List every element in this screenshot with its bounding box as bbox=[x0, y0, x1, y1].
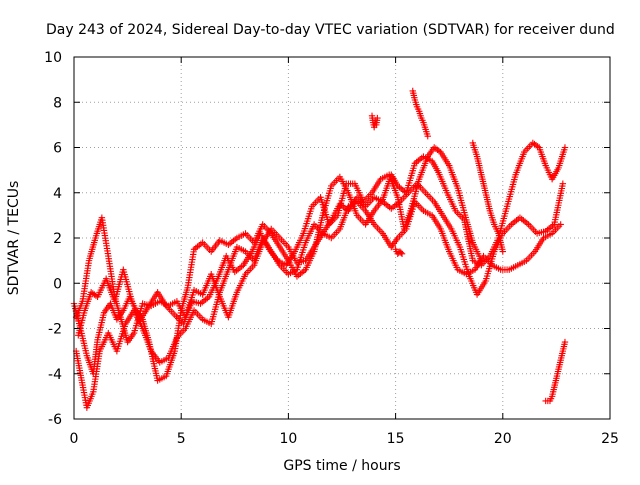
x-tick-label: 15 bbox=[387, 431, 405, 447]
data-points bbox=[70, 87, 569, 411]
chart-title: Day 243 of 2024, Sidereal Day-to-day VTE… bbox=[46, 22, 615, 38]
data-point-ramp-19h bbox=[499, 248, 506, 255]
y-tick-label: 6 bbox=[53, 141, 62, 157]
y-axis-label: SDTVAR / TECUs bbox=[6, 181, 22, 296]
x-tick-label: 25 bbox=[601, 431, 619, 447]
y-tick-label: -4 bbox=[48, 367, 62, 383]
x-tick-label: 0 bbox=[70, 431, 79, 447]
y-tick-label: 0 bbox=[53, 276, 62, 292]
data-point-track-b bbox=[559, 180, 567, 187]
data-point-peak-16h bbox=[424, 132, 431, 140]
data-point-cluster-15h bbox=[398, 250, 406, 258]
x-axis-label: GPS time / hours bbox=[283, 458, 400, 474]
x-tick-label: 10 bbox=[279, 431, 297, 447]
data-point-cluster-15h bbox=[397, 249, 405, 256]
y-tick-label: -2 bbox=[48, 322, 62, 338]
data-point-low-22h bbox=[561, 338, 569, 346]
y-tick-label: -6 bbox=[48, 412, 62, 428]
y-tick-label: 10 bbox=[44, 50, 62, 66]
y-tick-label: 2 bbox=[53, 231, 62, 247]
data-point-track-a bbox=[561, 144, 569, 151]
x-tick-label: 20 bbox=[494, 431, 512, 447]
y-tick-label: 8 bbox=[53, 95, 62, 111]
y-tick-label: 4 bbox=[53, 186, 62, 202]
x-tick-label: 5 bbox=[177, 431, 186, 447]
axis-ticks: 0 5 10 15 20 25 -6 -4 -2 0 2 4 6 8 10 bbox=[44, 50, 619, 447]
data-point-track-c bbox=[557, 221, 564, 228]
data-point-track-d bbox=[478, 257, 485, 264]
data-point-cluster-14h bbox=[374, 114, 381, 122]
